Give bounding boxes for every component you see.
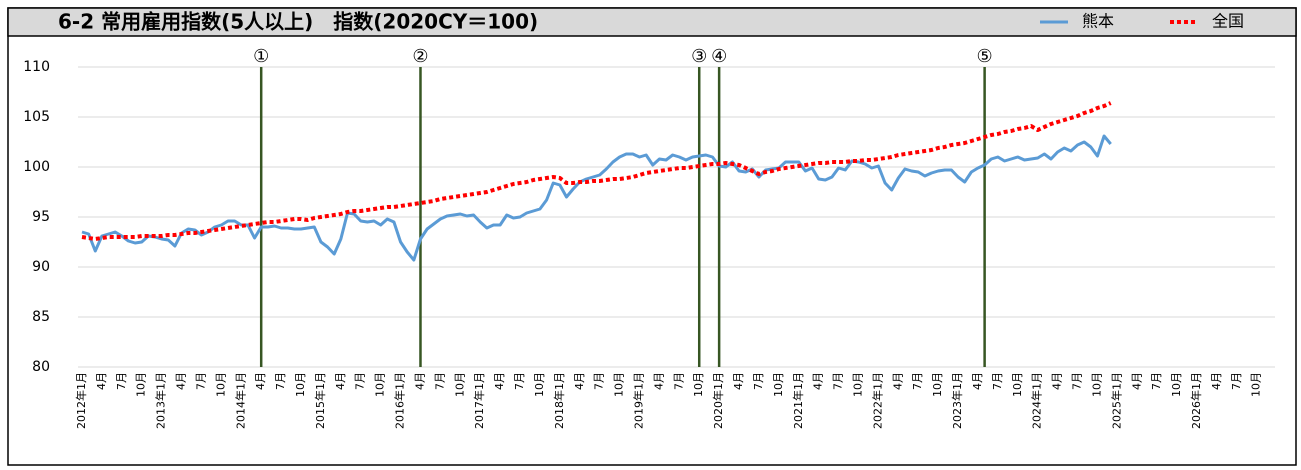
y-tick-label: 105 (23, 109, 50, 125)
x-tick-label: 10月 (374, 372, 387, 397)
x-tick-label: 10月 (453, 372, 466, 397)
x-tick-label: 7月 (115, 372, 128, 390)
x-tick-label: 10月 (772, 372, 785, 397)
x-tick-label: 7月 (593, 372, 606, 390)
x-tick-label: 10月 (294, 372, 307, 397)
x-tick-label: 2025年1月 (1109, 372, 1123, 429)
x-tick-label: 4月 (971, 372, 984, 390)
y-tick-label: 110 (23, 59, 50, 75)
x-tick-label: 10月 (852, 372, 865, 397)
x-tick-label: 4月 (1051, 372, 1064, 390)
x-tick-label: 2015年1月 (313, 372, 327, 429)
x-tick-label: 2022年1月 (870, 372, 884, 429)
x-tick-label: 7月 (1150, 372, 1163, 390)
x-tick-label: 7月 (513, 372, 526, 390)
x-tick-label: 2016年1月 (393, 372, 407, 429)
y-tick-label: 95 (32, 209, 50, 225)
header-bar (7, 7, 1297, 37)
x-tick-label: 7月 (433, 372, 446, 390)
x-tick-label: 7月 (194, 372, 207, 390)
x-tick-label: 7月 (911, 372, 924, 390)
y-tick-label: 85 (32, 309, 50, 325)
x-tick-label: 7月 (1230, 372, 1243, 390)
x-tick-label: 2026年1月 (1189, 372, 1203, 429)
legend-label: 全国 (1212, 12, 1244, 31)
x-tick-label: 4月 (652, 372, 665, 390)
x-tick-label: 2021年1月 (791, 372, 805, 429)
x-tick-label: 4月 (1210, 372, 1223, 390)
x-tick-label: 10月 (1011, 372, 1024, 397)
event-marker-label: ⑤ (977, 46, 993, 67)
x-tick-label: 2020年1月 (711, 372, 725, 429)
x-tick-label: 2017年1月 (472, 372, 486, 429)
x-tick-label: 4月 (891, 372, 904, 390)
x-tick-label: 10月 (1090, 372, 1103, 397)
x-tick-label: 7月 (274, 372, 287, 390)
series-line (81, 134, 1112, 262)
x-tick-label: 10月 (692, 372, 705, 397)
x-tick-label: 10月 (533, 372, 546, 397)
x-tick-label: 10月 (613, 372, 626, 397)
legend-label: 熊本 (1082, 12, 1114, 31)
x-tick-label: 2012年1月 (74, 372, 88, 429)
x-tick-label: 2019年1月 (631, 372, 645, 429)
chart-frame (7, 7, 1297, 466)
y-tick-label: 100 (23, 159, 50, 175)
x-tick-label: 7月 (991, 372, 1004, 390)
x-tick-label: 4月 (732, 372, 745, 390)
x-tick-label: 2018年1月 (552, 372, 566, 429)
x-tick-label: 7月 (672, 372, 685, 390)
x-tick-label: 10月 (1170, 372, 1183, 397)
chart-title: 6-2 常用雇用指数(5人以上) 指数(2020CY＝100) (58, 10, 538, 34)
y-tick-label: 80 (32, 359, 50, 375)
y-tick-label: 90 (32, 259, 50, 275)
x-tick-label: 4月 (175, 372, 188, 390)
series-line (81, 101, 1112, 241)
x-tick-label: 10月 (214, 372, 227, 397)
x-tick-label: 10月 (135, 372, 148, 397)
x-tick-label: 4月 (95, 372, 108, 390)
x-tick-label: 2023年1月 (950, 372, 964, 429)
x-tick-label: 4月 (254, 372, 267, 390)
event-marker-label: ① (253, 46, 269, 67)
x-tick-label: 4月 (413, 372, 426, 390)
event-marker-label: ③ (691, 46, 707, 67)
x-tick-label: 7月 (1071, 372, 1084, 390)
x-tick-label: 4月 (573, 372, 586, 390)
x-tick-label: 2014年1月 (233, 372, 247, 429)
x-tick-label: 4月 (493, 372, 506, 390)
x-tick-label: 10月 (1250, 372, 1263, 397)
x-tick-label: 2024年1月 (1030, 372, 1044, 429)
x-tick-label: 2013年1月 (154, 372, 168, 429)
event-marker-label: ④ (711, 46, 727, 67)
x-tick-label: 10月 (931, 372, 944, 397)
x-tick-label: 7月 (832, 372, 845, 390)
x-tick-label: 4月 (812, 372, 825, 390)
x-tick-label: 4月 (1130, 372, 1143, 390)
x-tick-label: 7月 (752, 372, 765, 390)
x-tick-label: 4月 (334, 372, 347, 390)
event-marker-label: ② (412, 46, 428, 67)
x-tick-label: 7月 (354, 372, 367, 390)
